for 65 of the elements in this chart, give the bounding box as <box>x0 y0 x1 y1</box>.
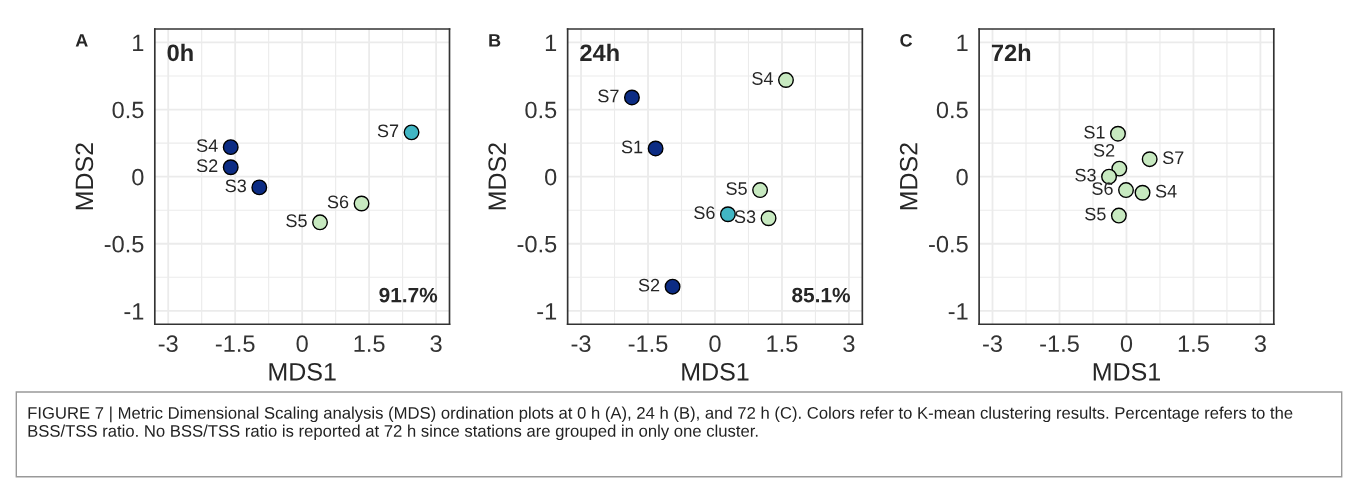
annotation: S7 <box>1163 151 1184 165</box>
annotation: S6 <box>694 206 715 220</box>
x-axis-title: MDS1 <box>269 362 336 381</box>
annotation: 0h <box>167 43 193 62</box>
annotation: S4 <box>196 139 218 152</box>
text: A <box>75 34 88 47</box>
x-tick-label: 0 <box>709 335 721 353</box>
annotation: S1 <box>621 140 643 154</box>
x-tick-label: 0 <box>296 335 308 353</box>
annotation: S5 <box>1085 207 1106 221</box>
x-tick-label: -1.5 <box>215 335 255 353</box>
annotation: S6 <box>327 195 349 209</box>
y-tick-label: -1 <box>124 303 144 320</box>
annotation: S7 <box>377 124 399 138</box>
annotation: S6 <box>1092 182 1113 195</box>
x-axis-title: MDS1 <box>682 362 749 381</box>
y-tick-label: 0 <box>956 168 968 186</box>
x-tick-label: 0 <box>1120 335 1133 353</box>
annotation: S3 <box>1075 168 1096 182</box>
annotation: S2 <box>1093 143 1115 157</box>
y-tick-label: 0 <box>545 168 557 186</box>
annotation: S3 <box>225 179 246 193</box>
x-tick-label: 1.5 <box>1178 335 1209 353</box>
annotation: S5 <box>286 214 307 228</box>
x-tick-label: 1.5 <box>767 335 798 353</box>
y-tick-label: -0.5 <box>104 235 144 253</box>
annotation: 72h <box>991 43 1031 61</box>
y-tick-label: 0.5 <box>936 101 968 119</box>
y-axis-title: MDS2 <box>75 143 94 210</box>
y-tick-label: -1 <box>948 303 968 320</box>
y-tick-label: 1 <box>133 34 144 52</box>
annotation: S5 <box>726 182 747 195</box>
y-tick-label: -0.5 <box>517 235 557 253</box>
x-tick-label: -3 <box>158 335 178 353</box>
y-tick-label: 0.5 <box>525 101 557 119</box>
y-axis-title: MDS2 <box>899 143 918 210</box>
x-axis-title: MDS1 <box>1093 362 1160 381</box>
text: C <box>900 33 913 47</box>
y-tick-label: 1 <box>957 34 968 52</box>
annotation: S7 <box>598 89 619 103</box>
caption: FIGURE 7 | Metric Dimensional Scaling analysis (MDS) ordination plots at 0 h (A), 24 h (B), and 72 h (C). Colors refer to K-mean clustering results. Percentage refers to the BSS/TSS ratio. No BSS/TSS ratio is reported at 72 h since stations are grouped in only one cluster. <box>28 406 1293 441</box>
y-axis-title: MDS2 <box>488 143 507 210</box>
x-tick-label: -1.5 <box>628 335 668 353</box>
annotation: S2 <box>196 159 218 173</box>
y-tick-label: 0 <box>132 168 144 186</box>
y-tick-label: 0.5 <box>112 101 144 119</box>
annotation: 91.7% <box>379 287 438 303</box>
annotation: S4 <box>752 72 773 85</box>
x-tick-label: -1.5 <box>1040 335 1079 353</box>
annotation: 85.1% <box>792 287 850 303</box>
y-tick-label: -1 <box>537 303 557 320</box>
annotation: 24h <box>580 43 619 61</box>
x-tick-label: -3 <box>983 335 1002 353</box>
x-tick-label: 3 <box>1254 335 1266 353</box>
x-tick-label: 3 <box>430 335 442 353</box>
text: B <box>489 34 501 47</box>
x-tick-label: 1.5 <box>354 335 385 353</box>
annotation: S1 <box>1084 125 1105 139</box>
y-tick-label: 1 <box>545 34 557 52</box>
annotation: S4 <box>1155 184 1177 198</box>
annotation: S2 <box>638 278 660 292</box>
x-tick-label: 3 <box>843 335 855 353</box>
y-tick-label: -0.5 <box>929 235 968 253</box>
x-tick-label: -3 <box>571 335 591 353</box>
annotation: S3 <box>734 210 756 224</box>
